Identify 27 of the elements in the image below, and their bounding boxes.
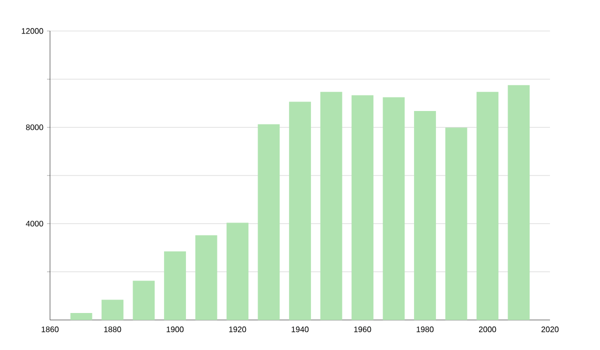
bar: [195, 235, 218, 320]
bar: [70, 313, 92, 320]
x-tick-label: 1940: [292, 326, 309, 332]
bar: [414, 110, 436, 320]
bar: [164, 251, 186, 320]
bar: [476, 92, 498, 320]
x-tick-label: 1880: [104, 326, 122, 332]
bar: [352, 95, 374, 320]
y-tick-label: 12000: [22, 28, 44, 34]
x-tick-label: 1860: [42, 326, 59, 332]
x-tick-label: 2000: [479, 326, 496, 332]
bar: [102, 300, 124, 320]
x-tick-label: 1920: [229, 326, 246, 332]
bar: [320, 92, 342, 320]
bar: [382, 97, 405, 320]
bar: [226, 222, 248, 320]
bar: [289, 102, 311, 320]
y-tick-label: 4000: [26, 220, 44, 226]
x-tick-label: 1960: [354, 326, 372, 332]
bar: [132, 280, 155, 320]
x-tick-label: 1980: [416, 326, 434, 332]
x-tick-label: 2020: [542, 326, 559, 332]
bar: [258, 124, 280, 320]
bar: [508, 85, 530, 320]
y-tick-label: 8000: [26, 124, 44, 130]
x-tick-label: 1900: [166, 326, 184, 332]
bar: [445, 128, 468, 320]
